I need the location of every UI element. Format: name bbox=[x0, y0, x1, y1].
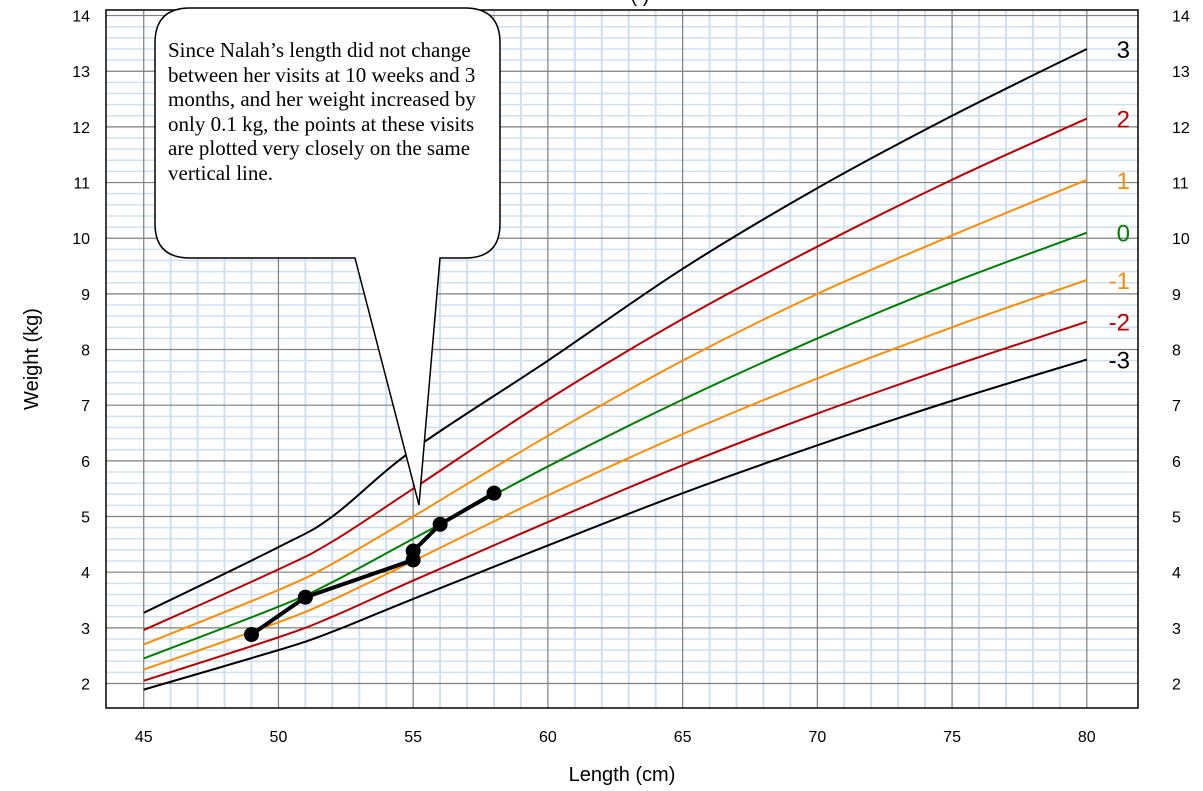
callout-text: Since Nalah’s length did not change betw… bbox=[168, 38, 476, 185]
y-tick-label: 9 bbox=[81, 287, 90, 304]
y-tick-label: 12 bbox=[72, 120, 90, 137]
curve-label--2: -2 bbox=[1109, 310, 1130, 337]
x-tick-label: 75 bbox=[943, 729, 961, 746]
y-tick-label-right: 6 bbox=[1172, 454, 1181, 471]
child-measurements bbox=[244, 485, 502, 643]
callout-bubble bbox=[154, 7, 501, 506]
y-tick-label-right: 11 bbox=[1172, 176, 1189, 193]
zscore-curve--2 bbox=[143, 320, 1088, 682]
chart-title: ( ) bbox=[631, 0, 650, 7]
y-tick-labels-right: 2 3 4 5 6 7 8 9 10 11 12 13 14 bbox=[1172, 9, 1190, 694]
measurement-point bbox=[432, 516, 448, 532]
y-tick-label: 14 bbox=[72, 9, 90, 26]
curve-label-1: 1 bbox=[1117, 168, 1130, 195]
y-tick-label-right: 10 bbox=[1172, 231, 1190, 248]
x-tick-labels: 45 50 55 60 65 70 75 80 bbox=[135, 729, 1096, 746]
y-tick-label-right: 8 bbox=[1172, 343, 1181, 360]
y-tick-label: 4 bbox=[81, 565, 90, 582]
curve-label--1: -1 bbox=[1109, 268, 1130, 295]
x-tick-label: 80 bbox=[1078, 729, 1096, 746]
y-tick-label-right: 2 bbox=[1172, 677, 1181, 694]
x-tick-label: 65 bbox=[674, 729, 692, 746]
y-tick-label: 2 bbox=[81, 677, 90, 694]
y-tick-label: 7 bbox=[81, 398, 90, 415]
plot-frame bbox=[105, 9, 1139, 709]
y-tick-label: 5 bbox=[81, 510, 90, 527]
curve-label-0: 0 bbox=[1117, 221, 1130, 248]
y-axis-label: Weight (kg) bbox=[21, 308, 43, 410]
x-tick-label: 70 bbox=[808, 729, 826, 746]
curve-labels: 3 2 1 0 -1 -2 -3 bbox=[1109, 37, 1130, 375]
zscore-curve--3 bbox=[143, 358, 1088, 691]
y-tick-label-right: 12 bbox=[1172, 120, 1190, 137]
measurement-point bbox=[486, 485, 502, 501]
y-tick-label: 13 bbox=[72, 64, 90, 81]
zscore-curve-3 bbox=[143, 48, 1088, 614]
y-tick-label-right: 9 bbox=[1172, 287, 1181, 304]
y-tick-label-right: 14 bbox=[1172, 9, 1190, 26]
y-tick-label-right: 5 bbox=[1172, 510, 1181, 527]
measurement-line bbox=[250, 491, 496, 637]
measurement-point bbox=[297, 589, 313, 605]
y-tick-label-right: 3 bbox=[1172, 621, 1181, 638]
x-tick-label: 60 bbox=[539, 729, 557, 746]
zscore-curve--1 bbox=[143, 279, 1088, 671]
curve-label-2: 2 bbox=[1117, 107, 1130, 134]
y-tick-labels-left: 2 3 4 5 6 7 8 9 10 11 12 13 14 bbox=[72, 9, 90, 694]
y-tick-label: 10 bbox=[72, 231, 90, 248]
y-tick-label-right: 4 bbox=[1172, 565, 1181, 582]
y-tick-label-right: 7 bbox=[1172, 398, 1181, 415]
y-tick-label: 6 bbox=[81, 454, 90, 471]
y-tick-label: 11 bbox=[73, 176, 90, 193]
y-tick-label: 8 bbox=[81, 343, 90, 360]
zscore-curve-1 bbox=[143, 178, 1088, 646]
x-tick-label: 50 bbox=[270, 729, 288, 746]
x-axis-label: Length (cm) bbox=[569, 764, 676, 786]
measurement-point bbox=[405, 543, 421, 559]
x-tick-label: 55 bbox=[404, 729, 422, 746]
curve-label-3: 3 bbox=[1117, 37, 1130, 64]
measurement-point bbox=[244, 627, 260, 643]
curve-label--3: -3 bbox=[1109, 348, 1130, 375]
y-tick-label-right: 13 bbox=[1172, 64, 1190, 81]
zscore-curve-2 bbox=[143, 117, 1088, 631]
x-tick-label: 45 bbox=[135, 729, 153, 746]
y-tick-label: 3 bbox=[81, 621, 90, 638]
